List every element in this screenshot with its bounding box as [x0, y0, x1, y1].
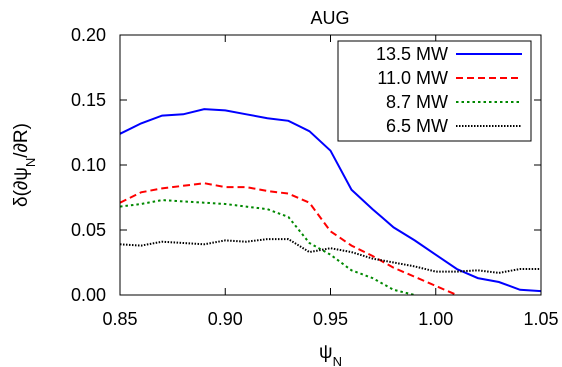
chart-title: AUG — [310, 8, 349, 28]
legend-label: 8.7 MW — [386, 92, 448, 112]
legend-label: 6.5 MW — [386, 116, 448, 136]
y-axis-label: δ(∂ψN/∂R) — [11, 123, 38, 207]
y-tick-label: 0.20 — [71, 25, 106, 45]
plot-area: 0.85 0.90 0.95 1.00 1.05 0.00 0.05 0.10 0.15 0.20 — [71, 25, 559, 329]
x-tick-label: 0.90 — [208, 309, 243, 329]
legend: 13.5 MW 11.0 MW 8.7 MW 6.5 MW — [337, 40, 532, 142]
x-tick-label: 0.85 — [102, 309, 137, 329]
x-axis-label: ψN — [319, 342, 342, 367]
x-tick-label: 0.95 — [313, 309, 348, 329]
legend-label: 11.0 MW — [377, 68, 448, 88]
y-tick-label: 0.05 — [71, 220, 106, 240]
legend-box — [337, 40, 532, 142]
x-tick-label: 1.00 — [418, 309, 453, 329]
series-line-11-0-mw — [120, 182, 458, 295]
series-line-13-5-mw — [120, 108, 541, 293]
x-tick-label: 1.05 — [523, 309, 558, 329]
legend-label: 13.5 MW — [376, 44, 448, 64]
series-line-6-5-mw — [120, 238, 541, 274]
plot-frame — [119, 34, 542, 296]
series-line-8-7-mw — [120, 199, 415, 295]
y-tick-label: 0.00 — [71, 285, 106, 305]
y-tick-label: 0.10 — [71, 155, 106, 175]
y-tick-label: 0.15 — [71, 90, 106, 110]
